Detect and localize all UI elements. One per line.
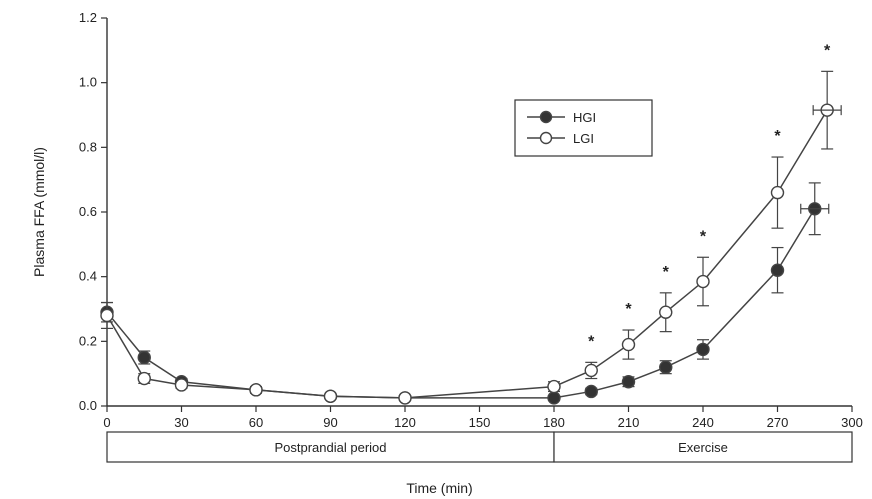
period-box: [106, 431, 555, 463]
legend-marker: [539, 131, 553, 145]
significance-markers: * * * * * *: [588, 42, 831, 350]
data-point-lgi: [770, 185, 785, 200]
y-tick-label: 0.2: [79, 333, 97, 348]
significance-star: *: [824, 42, 831, 59]
x-tick-label: 180: [543, 415, 565, 430]
significance-star: *: [700, 228, 707, 245]
y-tick-label: 0.4: [79, 269, 97, 284]
data-point-lgi: [696, 274, 710, 289]
series-layer: [100, 70, 842, 405]
x-tick-label: 120: [394, 415, 416, 430]
x-axis-label: Time (min): [406, 480, 472, 496]
data-point-hgi: [547, 391, 561, 405]
legend-label-hgi: HGI: [573, 110, 596, 125]
x-tick-label: 300: [841, 415, 863, 430]
y-tick-label: 0.0: [79, 398, 97, 413]
data-point-lgi: [174, 378, 189, 392]
data-point-hgi: [621, 375, 636, 389]
x-tick-label: 0: [103, 415, 110, 430]
significance-star: *: [663, 264, 670, 281]
y-tick-label: 0.6: [79, 204, 97, 219]
legend: HGI LGI: [514, 99, 653, 157]
x-tick-label: 90: [323, 415, 337, 430]
period-label: Exercise: [678, 440, 728, 455]
data-point-lgi: [547, 379, 561, 394]
series-line-hgi: [106, 208, 816, 399]
period-bar: Postprandial period Exercise: [106, 431, 853, 463]
data-point-hgi: [137, 350, 151, 365]
data-point-lgi: [137, 371, 151, 386]
series-lgi: [100, 70, 842, 405]
y-tick-label: 1.2: [79, 10, 97, 25]
x-tick-label: 60: [249, 415, 263, 430]
series-line-lgi: [106, 109, 828, 399]
x-tick-label: 210: [618, 415, 640, 430]
data-point-hgi: [584, 384, 598, 399]
x-tick-label: 30: [174, 415, 188, 430]
x-tick-label: 240: [692, 415, 714, 430]
y-axis-label: Plasma FFA (mmol/l): [31, 147, 47, 277]
legend-box: [514, 99, 653, 157]
data-point-lgi: [584, 363, 598, 378]
legend-label-lgi: LGI: [573, 131, 594, 146]
data-point-lgi: [659, 305, 673, 319]
data-point-lgi: [249, 383, 263, 397]
y-tick-label: 1.0: [79, 75, 97, 90]
axes: 0.0 0.2 0.4 0.6 0.8 1.0 1.2 0 30 60 90 120 150 180 210…: [79, 10, 863, 430]
data-point-hgi: [659, 360, 673, 374]
data-point-lgi: [100, 308, 114, 323]
x-tick-label: 150: [469, 415, 491, 430]
data-point-lgi: [398, 391, 412, 405]
legend-marker: [539, 110, 553, 124]
data-point-hgi: [696, 342, 710, 357]
significance-star: *: [588, 333, 595, 350]
period-label: Postprandial period: [274, 440, 386, 455]
y-tick-label: 0.8: [79, 139, 97, 154]
data-point-lgi: [323, 389, 338, 403]
significance-star: *: [774, 128, 781, 145]
period-box: [553, 431, 853, 463]
x-tick-label: 270: [767, 415, 789, 430]
data-point-hgi: [770, 263, 785, 277]
data-point-lgi: [621, 337, 636, 352]
series-hgi: [100, 182, 830, 405]
significance-star: *: [625, 301, 632, 318]
